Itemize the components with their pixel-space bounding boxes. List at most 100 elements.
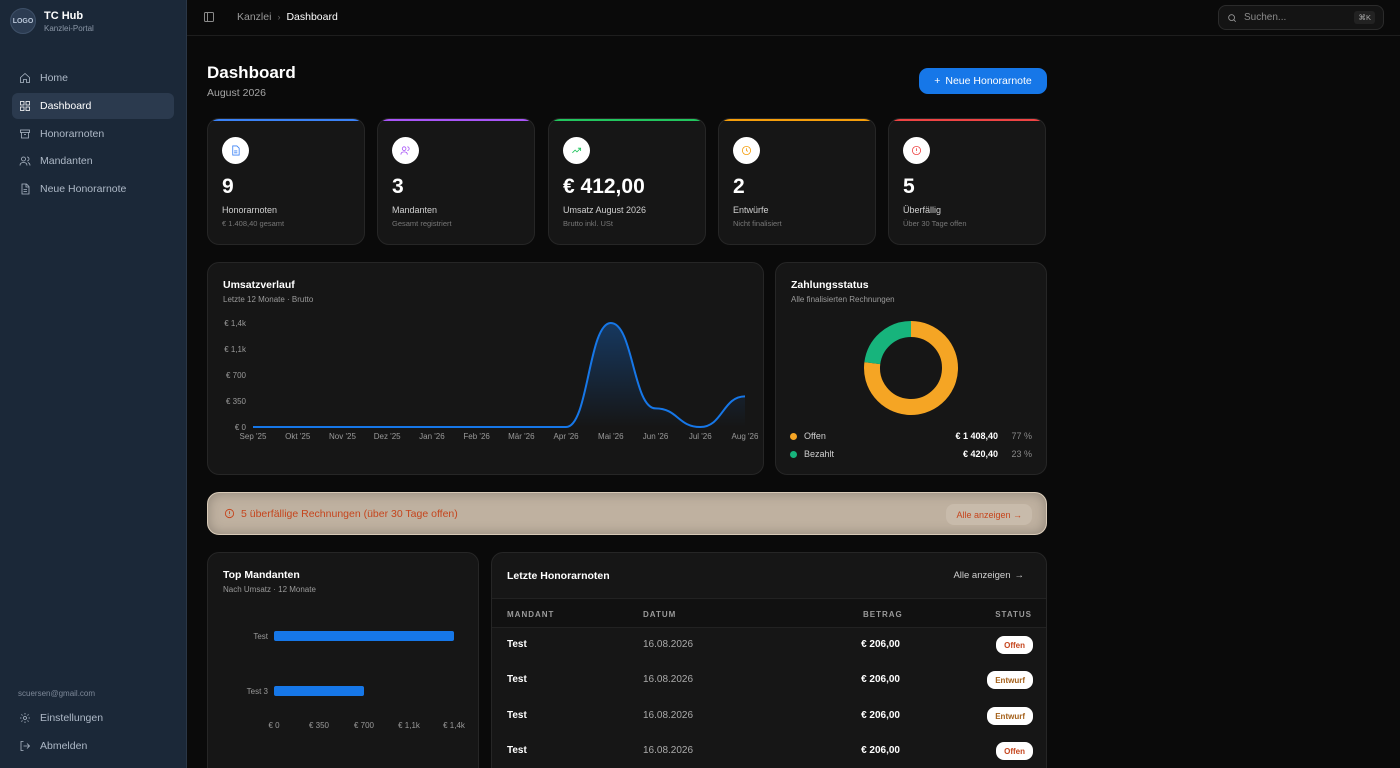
bar-label: Test 3 [247,687,269,696]
search-placeholder: Suchen... [1244,12,1287,23]
sidebar-toggle-icon[interactable] [203,11,215,23]
table-row[interactable]: Test 16.08.2026 € 206,00 Entwurf [492,699,1046,734]
column-header[interactable]: MANDANT [507,610,555,619]
logo: LOGO [10,8,36,34]
x-tick-label: € 0 [268,721,280,730]
sidebar-item-einstellungen[interactable]: Einstellungen [12,705,174,731]
sidebar-item-home[interactable]: Home [12,65,174,91]
cell-client: Test [507,710,527,721]
table-row[interactable]: Test 16.08.2026 € 206,00 Entwurf [492,663,1046,698]
stat-card-ueberfaellig[interactable]: 5 Überfällig Über 30 Tage offen [888,118,1046,245]
users-icon [392,137,419,164]
revenue-line [253,321,746,429]
donut-slice-offen [864,321,958,415]
page-title: Dashboard [207,63,296,82]
column-header[interactable]: BETRAG [863,610,903,619]
sidebar-item-abmelden[interactable]: Abmelden [12,733,174,759]
stat-card-umsatz[interactable]: € 412,00 Umsatz August 2026 Brutto inkl.… [548,118,706,245]
x-tick-label: Okt '25 [285,432,311,441]
alert-text: 5 überfällige Rechnungen (über 30 Tage o… [241,508,458,520]
status-badge: Offen [996,742,1033,760]
cell-client: Test [507,639,527,650]
sidebar-item-label: Abmelden [40,739,88,752]
page-subtitle: August 2026 [207,87,266,99]
top-clients-subtitle: Nach Umsatz · 12 Monate [223,585,316,594]
brand-subtitle: Kanzlei-Portal [44,23,94,33]
sidebar-nav: Home Dashboard Honorarnoten Mandanten Ne… [12,65,174,204]
x-tick-label: € 1,1k [398,721,421,730]
bar-test-3 [274,686,364,696]
revenue-subtitle: Letzte 12 Monate · Brutto [223,295,314,304]
legend-percent: 77 % [1011,431,1032,441]
cell-date: 16.08.2026 [643,745,694,756]
table-row[interactable]: Test 16.08.2026 € 206,00 Offen [492,628,1046,663]
revenue-title: Umsatzverlauf [223,279,295,291]
brand[interactable]: LOGO TC Hub Kanzlei-Portal [10,8,94,34]
x-tick-label: Sep '25 [240,432,267,441]
search-input[interactable]: Suchen... ⌘K [1218,5,1384,30]
new-honorarnote-button[interactable]: + Neue Honorarnote [919,68,1047,94]
sidebar-item-label: Home [40,72,69,84]
cell-client: Test [507,674,527,685]
stat-card-entwuerfe[interactable]: 2 Entwürfe Nicht finalisiert [718,118,876,245]
stat-value: 9 [222,175,234,198]
stat-label: Entwürfe [733,205,769,215]
y-tick-label: € 0 [235,423,247,432]
users-icon [19,156,31,166]
legend-label: Bezahlt [804,449,835,459]
top-clients-panel: Top Mandanten Nach Umsatz · 12 Monate Te… [207,552,479,768]
brand-title: TC Hub [44,9,84,22]
column-header[interactable]: STATUS [995,610,1032,619]
stat-hint: Über 30 Tage offen [903,219,967,228]
recent-show-all-link[interactable]: Alle anzeigen → [953,570,1024,581]
legend-percent: 23 % [1011,449,1032,459]
stat-hint: Nicht finalisiert [733,219,782,228]
alert-show-all-button[interactable]: Alle anzeigen → [946,504,1032,525]
legend-dot [790,450,797,458]
stat-hint: € 1.408,40 gesamt [222,219,285,228]
breadcrumb-kanzlei[interactable]: Kanzlei [237,11,272,23]
cell-amount: € 206,00 [861,710,900,721]
topbar: Kanzlei › Dashboard Suchen... ⌘K [187,0,1400,36]
x-tick-label: Jun '26 [643,432,669,441]
sidebar-item-honorarnoten[interactable]: Honorarnoten [12,121,174,147]
table-row[interactable]: Test 16.08.2026 € 206,00 Offen [492,734,1046,768]
x-tick-label: Feb '26 [463,432,490,441]
y-tick-label: € 1,1k [224,345,247,354]
sidebar-item-label: Dashboard [40,99,92,112]
x-tick-label: Mär '26 [508,432,535,441]
stat-accent-bar [378,119,534,121]
column-header[interactable]: DATUM [643,610,677,619]
stat-value: 5 [903,175,915,198]
legend-row-bezahlt: Bezahlt € 420,40 23 % [790,449,1032,459]
stat-accent-bar [719,119,875,121]
stat-card-honorarnoten[interactable]: 9 Honorarnoten € 1.408,40 gesamt [207,118,365,245]
arrow-right-icon: → [1014,570,1025,581]
legend-amount: € 1 408,40 [955,431,998,441]
x-tick-label: Mai '26 [598,432,624,441]
status-badge: Entwurf [987,707,1033,725]
stat-label: Honorarnoten [222,205,278,215]
stat-hint: Brutto inkl. USt [563,219,614,228]
revenue-panel: Umsatzverlauf Letzte 12 Monate · Brutto … [207,262,764,475]
stat-accent-bar [889,119,1045,121]
cell-date: 16.08.2026 [643,674,694,685]
sidebar-item-label: Mandanten [40,155,93,168]
top-clients-chart: Test Test 3 € 0 € 350 € 700 € 1,1k € 1,4k [247,631,466,730]
sidebar-item-dashboard[interactable]: Dashboard [12,92,174,119]
alert-circle-icon [903,137,930,164]
stat-card-mandanten[interactable]: 3 Mandanten Gesamt registriert [377,118,535,245]
search-icon [1228,13,1237,22]
alert-circle-icon [224,508,235,519]
user-email: scuersen@gmail.com [18,689,96,698]
sidebar-item-neue-honorarnote[interactable]: Neue Honorarnote [12,176,174,202]
sidebar-item-label: Einstellungen [40,712,104,724]
search-shortcut: ⌘K [1354,11,1375,24]
recent-show-all-label: Alle anzeigen [953,570,1011,581]
top-clients-title: Top Mandanten [223,569,300,581]
x-tick-label: Nov '25 [329,432,356,441]
legend-dot [790,432,797,440]
bar-test [274,631,454,641]
sidebar-item-mandanten[interactable]: Mandanten [12,148,174,174]
